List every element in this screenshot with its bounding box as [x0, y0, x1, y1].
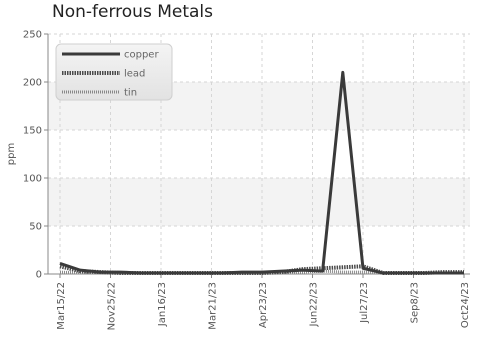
y-tick-label: 150 [23, 126, 42, 137]
x-tick-label: Mar15/22 [56, 282, 67, 330]
x-ticks: Mar15/22 Nov25/22 Jan16/23 Mar21/23 Apr23/23… [56, 274, 471, 330]
x-tick-label: Jan16/23 [157, 282, 168, 327]
legend-label: lead [124, 69, 145, 80]
x-tick-label: Oct24/23 [460, 282, 471, 328]
x-tick-label: Jun22/23 [309, 282, 320, 327]
legend: copper lead tin [55, 43, 173, 101]
band [48, 226, 470, 274]
band [48, 178, 470, 226]
band [48, 130, 470, 178]
legend-label: copper [124, 50, 159, 61]
x-tick-label: Jul27/23 [359, 282, 370, 324]
x-tick-label: Sep8/23 [410, 282, 421, 323]
y-tick-label: 250 [23, 30, 42, 41]
y-ticks: 0 50 100 150 200 250 [23, 30, 48, 281]
background-bands [48, 34, 470, 274]
x-tick-label: Apr23/23 [258, 282, 269, 328]
series-line-copper [59, 70, 464, 275]
x-tick-label: Mar21/23 [208, 282, 219, 330]
legend-box [55, 43, 173, 101]
y-tick-label: 200 [23, 78, 42, 89]
legend-label: tin [124, 88, 137, 99]
y-tick-label: 50 [29, 222, 42, 233]
x-tick-label: Nov25/22 [107, 282, 118, 330]
chart-title: Non-ferrous Metals [52, 2, 214, 22]
y-axis-label: ppm [6, 143, 17, 165]
series-lines [59, 70, 464, 276]
y-tick-label: 100 [23, 174, 42, 185]
y-tick-label: 0 [36, 270, 42, 281]
